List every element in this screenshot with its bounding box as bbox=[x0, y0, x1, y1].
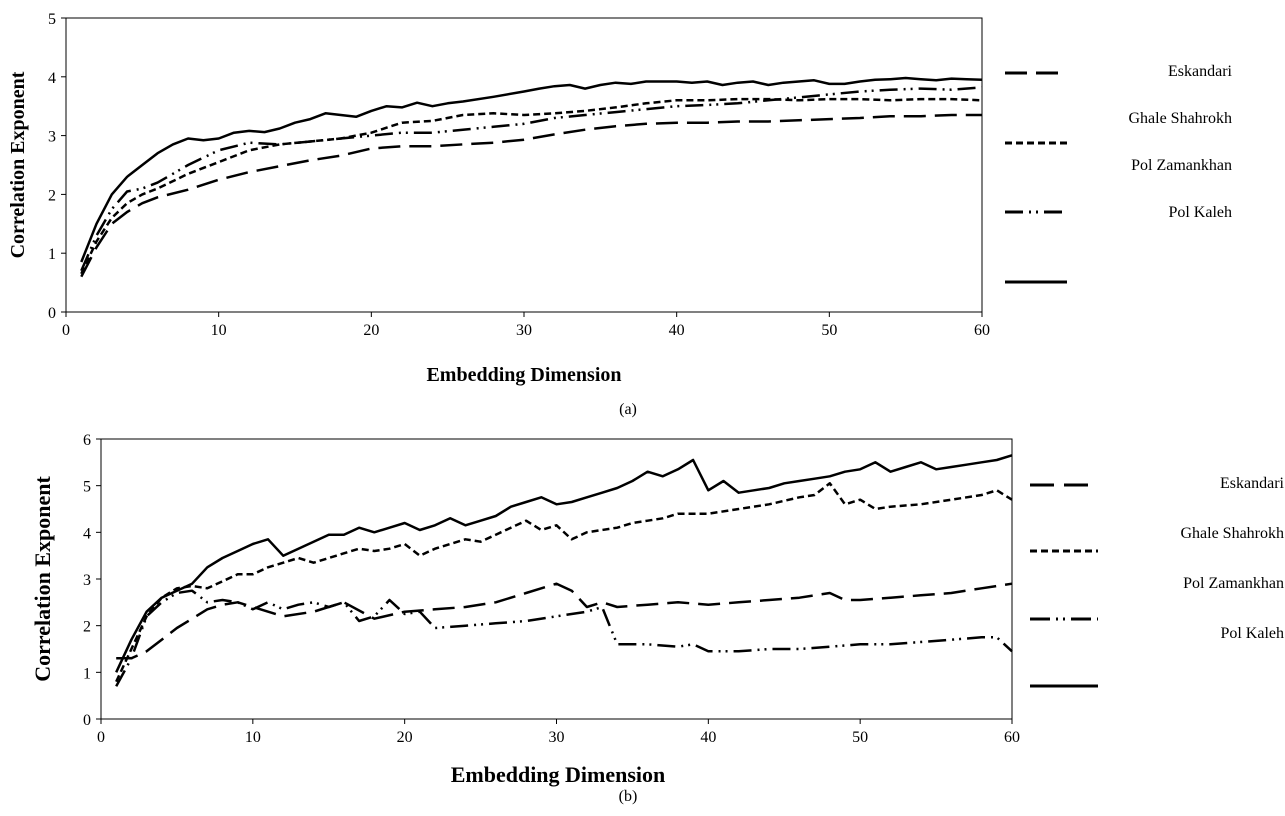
chart-a-x-tick-label: 0 bbox=[62, 322, 70, 339]
chart-b-series-line-eskandari bbox=[116, 582, 1013, 660]
chart-b-y-axis-title: Correlation Exponent bbox=[30, 476, 55, 682]
chart-a-y-axis-title: Correlation Exponent bbox=[7, 71, 29, 258]
chart-b-y-tick-label: 6 bbox=[83, 432, 91, 449]
chart-a-x-ticks: 0 10 20 30 40 50 60 bbox=[62, 312, 990, 339]
chart-b-y-tick-label: 2 bbox=[83, 619, 91, 636]
chart-a-caption: (a) bbox=[619, 401, 637, 418]
chart-a-x-tick-label: 30 bbox=[516, 322, 532, 339]
chart-b-x-tick-label: 40 bbox=[700, 729, 716, 746]
chart-b-series-line-pol-zamankhan bbox=[115, 589, 1013, 687]
legend-label-ghale-shahrokh: Ghale Shahrokh bbox=[1180, 525, 1284, 542]
chart-a-y-tick-label: 2 bbox=[48, 187, 56, 204]
chart-a-x-tick-label: 50 bbox=[821, 322, 837, 339]
chart-b-x-tick-label: 0 bbox=[97, 729, 105, 746]
legend-label-eskandari: Eskandari bbox=[1220, 475, 1285, 492]
chart-a-series-line-eskandari bbox=[80, 113, 982, 278]
chart-b-x-ticks: 0 10 20 30 40 50 60 bbox=[97, 719, 1020, 746]
chart-b-series-line-ghale-shahrokh bbox=[115, 482, 1013, 683]
chart-b: 0 10 20 30 40 50 60 0 1 2 3 4 5 6 Embedding Dimensio… bbox=[30, 432, 1285, 805]
legend-label-pol-kaleh: Pol Kaleh bbox=[1220, 625, 1284, 642]
chart-b-x-axis-title: Embedding Dimension bbox=[451, 762, 666, 787]
chart-a: 0 10 20 30 40 50 60 0 1 2 3 4 5 Embedding Dimension… bbox=[7, 11, 1233, 418]
chart-a-y-tick-label: 3 bbox=[48, 129, 56, 146]
chart-a-series-line-ghale-shahrokh bbox=[80, 97, 983, 275]
chart-a-series-line-pol-kaleh bbox=[80, 76, 983, 263]
chart-a-x-tick-label: 40 bbox=[669, 322, 685, 339]
chart-a-x-tick-label: 10 bbox=[211, 322, 227, 339]
chart-b-caption: (b) bbox=[619, 788, 638, 805]
chart-a-x-tick-label: 60 bbox=[974, 322, 990, 339]
chart-a-series-line-pol-zamankhan bbox=[80, 86, 983, 272]
chart-b-series-line-pol-kaleh bbox=[115, 454, 1013, 673]
chart-a-y-tick-label: 5 bbox=[48, 11, 56, 28]
chart-a-y-tick-label: 4 bbox=[48, 70, 56, 87]
chart-b-x-tick-label: 50 bbox=[852, 729, 868, 746]
chart-b-series-group bbox=[115, 454, 1013, 687]
chart-a-plot-area bbox=[65, 17, 983, 313]
chart-a-legend: Eskandari Ghale Shahrokh Pol Zamankhan P… bbox=[1005, 63, 1233, 284]
chart-b-x-tick-label: 60 bbox=[1004, 729, 1020, 746]
legend-label-eskandari: Eskandari bbox=[1168, 63, 1233, 80]
legend-label-ghale-shahrokh: Ghale Shahrokh bbox=[1128, 110, 1232, 127]
chart-a-y-tick-label: 1 bbox=[48, 246, 56, 263]
chart-b-plot-area bbox=[100, 438, 1013, 720]
chart-a-series-group bbox=[80, 76, 983, 278]
chart-b-y-tick-label: 1 bbox=[83, 665, 91, 682]
chart-b-y-tick-label: 0 bbox=[83, 712, 91, 729]
chart-b-y-tick-label: 4 bbox=[83, 525, 91, 542]
chart-b-x-tick-label: 10 bbox=[245, 729, 261, 746]
chart-a-x-tick-label: 20 bbox=[363, 322, 379, 339]
chart-b-x-tick-label: 30 bbox=[549, 729, 565, 746]
chart-a-y-ticks: 0 1 2 3 4 5 bbox=[48, 11, 66, 322]
chart-b-y-ticks: 0 1 2 3 4 5 6 bbox=[83, 432, 101, 729]
chart-b-x-tick-label: 20 bbox=[397, 729, 413, 746]
chart-a-x-axis-title: Embedding Dimension bbox=[426, 364, 621, 386]
chart-b-legend: Eskandari Ghale Shahrokh Pol Zamankhan P… bbox=[1030, 475, 1285, 688]
chart-b-y-tick-label: 3 bbox=[83, 572, 91, 589]
legend-label-pol-kaleh: Pol Kaleh bbox=[1168, 204, 1232, 221]
chart-b-y-tick-label: 5 bbox=[83, 479, 91, 496]
legend-label-pol-zamankhan: Pol Zamankhan bbox=[1183, 575, 1284, 592]
legend-label-pol-zamankhan: Pol Zamankhan bbox=[1131, 157, 1232, 174]
chart-a-y-tick-label: 0 bbox=[48, 305, 56, 322]
